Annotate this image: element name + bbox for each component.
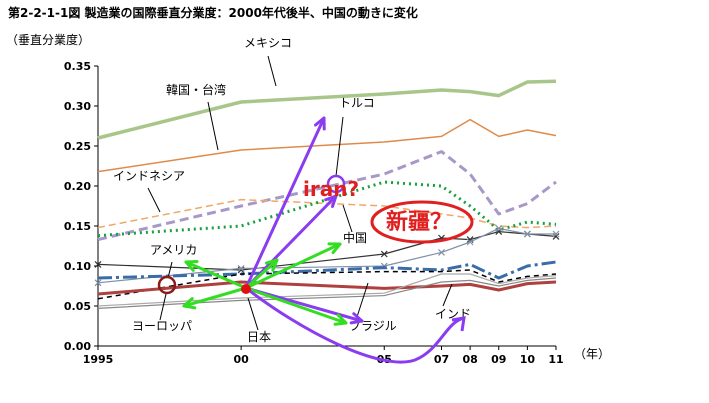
annotation-iran: iran? bbox=[303, 177, 359, 201]
y-tick-label: 0.10 bbox=[64, 260, 91, 273]
green-arrow bbox=[184, 260, 248, 290]
series-line bbox=[97, 280, 557, 296]
series-label: アメリカ bbox=[150, 243, 197, 257]
green-arrow-head bbox=[264, 258, 279, 272]
series-label: 中国 bbox=[343, 230, 367, 245]
red-ellipse bbox=[370, 200, 474, 244]
series-line bbox=[97, 260, 557, 280]
series-point bbox=[466, 238, 474, 246]
x-tick-label: 09 bbox=[491, 353, 506, 366]
purple-arrow-head bbox=[314, 116, 326, 131]
green-arrow-head bbox=[182, 297, 197, 310]
purple-arrow bbox=[244, 116, 326, 290]
y-tick-label: 0.25 bbox=[64, 140, 91, 153]
y-tick-label: 0.20 bbox=[64, 180, 91, 193]
leader-line bbox=[267, 55, 277, 87]
leader-line bbox=[159, 293, 167, 321]
green-arrow-head bbox=[333, 313, 348, 326]
green-arrow bbox=[244, 242, 342, 290]
y-tick-label: 0.00 bbox=[64, 340, 91, 353]
series-label: トルコ bbox=[339, 96, 375, 110]
purple-arrow-head bbox=[349, 312, 364, 325]
y-axis-label: （垂直分業度） bbox=[6, 32, 90, 47]
series-line bbox=[97, 118, 557, 173]
series-point bbox=[94, 279, 102, 287]
leader-line bbox=[355, 282, 369, 321]
leader-line bbox=[147, 187, 161, 213]
x-axis-label: （年） bbox=[574, 347, 610, 361]
x-tick-label: 10 bbox=[520, 353, 536, 366]
series-line bbox=[97, 79, 557, 140]
x-tick-label: 00 bbox=[233, 353, 249, 366]
series-point bbox=[552, 230, 560, 238]
series-point bbox=[438, 248, 445, 256]
y-tick-label: 0.30 bbox=[64, 100, 91, 113]
series-point bbox=[523, 230, 531, 238]
x-tick-label: 11 bbox=[548, 353, 563, 366]
y-tick-label: 0.15 bbox=[64, 220, 91, 233]
green-arrow-head bbox=[327, 242, 342, 255]
leader-line bbox=[335, 116, 344, 177]
leader-line bbox=[247, 297, 259, 331]
x-tick-label: 08 bbox=[462, 353, 477, 366]
series-label: ヨーロッパ bbox=[132, 319, 192, 333]
purple-curve bbox=[245, 286, 465, 364]
green-arrow-head bbox=[184, 260, 199, 272]
y-tick-label: 0.05 bbox=[64, 300, 91, 313]
purple-curve-head bbox=[451, 316, 466, 332]
series-label: メキシコ bbox=[244, 36, 292, 50]
leader-line bbox=[442, 283, 453, 307]
series-label: 日本 bbox=[247, 330, 271, 344]
series-point bbox=[237, 264, 245, 272]
series-line bbox=[97, 198, 557, 229]
leader-line bbox=[167, 261, 173, 279]
leader-line bbox=[342, 204, 353, 233]
green-arrow bbox=[244, 258, 279, 290]
series-point bbox=[94, 260, 102, 268]
series-line bbox=[97, 273, 557, 307]
annotation-xinjiang: 新疆？ bbox=[386, 209, 452, 235]
x-tick-label: 07 bbox=[434, 353, 449, 366]
leader-line bbox=[207, 101, 219, 151]
y-tick-label: 0.35 bbox=[64, 60, 91, 73]
series-label: インドネシア bbox=[113, 169, 185, 183]
series-line bbox=[97, 277, 557, 309]
series-layer bbox=[94, 79, 560, 309]
hand-drawn-overlay bbox=[157, 116, 474, 364]
green-arrow bbox=[244, 286, 348, 325]
red-dot bbox=[241, 284, 251, 294]
circle-marker bbox=[326, 174, 346, 194]
circle-marker bbox=[157, 275, 177, 295]
x-tick-label: 1995 bbox=[83, 353, 114, 366]
chart-title: 第2-2-1-1図 製造業の国際垂直分業度：2000年代後半、中国の動きに変化 bbox=[8, 5, 418, 20]
series-point bbox=[380, 250, 388, 258]
purple-arrow-head bbox=[324, 194, 338, 208]
series-line bbox=[97, 180, 557, 238]
green-arrow bbox=[182, 286, 248, 308]
series-point bbox=[495, 224, 503, 232]
series-label: 韓国・台湾 bbox=[166, 82, 226, 97]
